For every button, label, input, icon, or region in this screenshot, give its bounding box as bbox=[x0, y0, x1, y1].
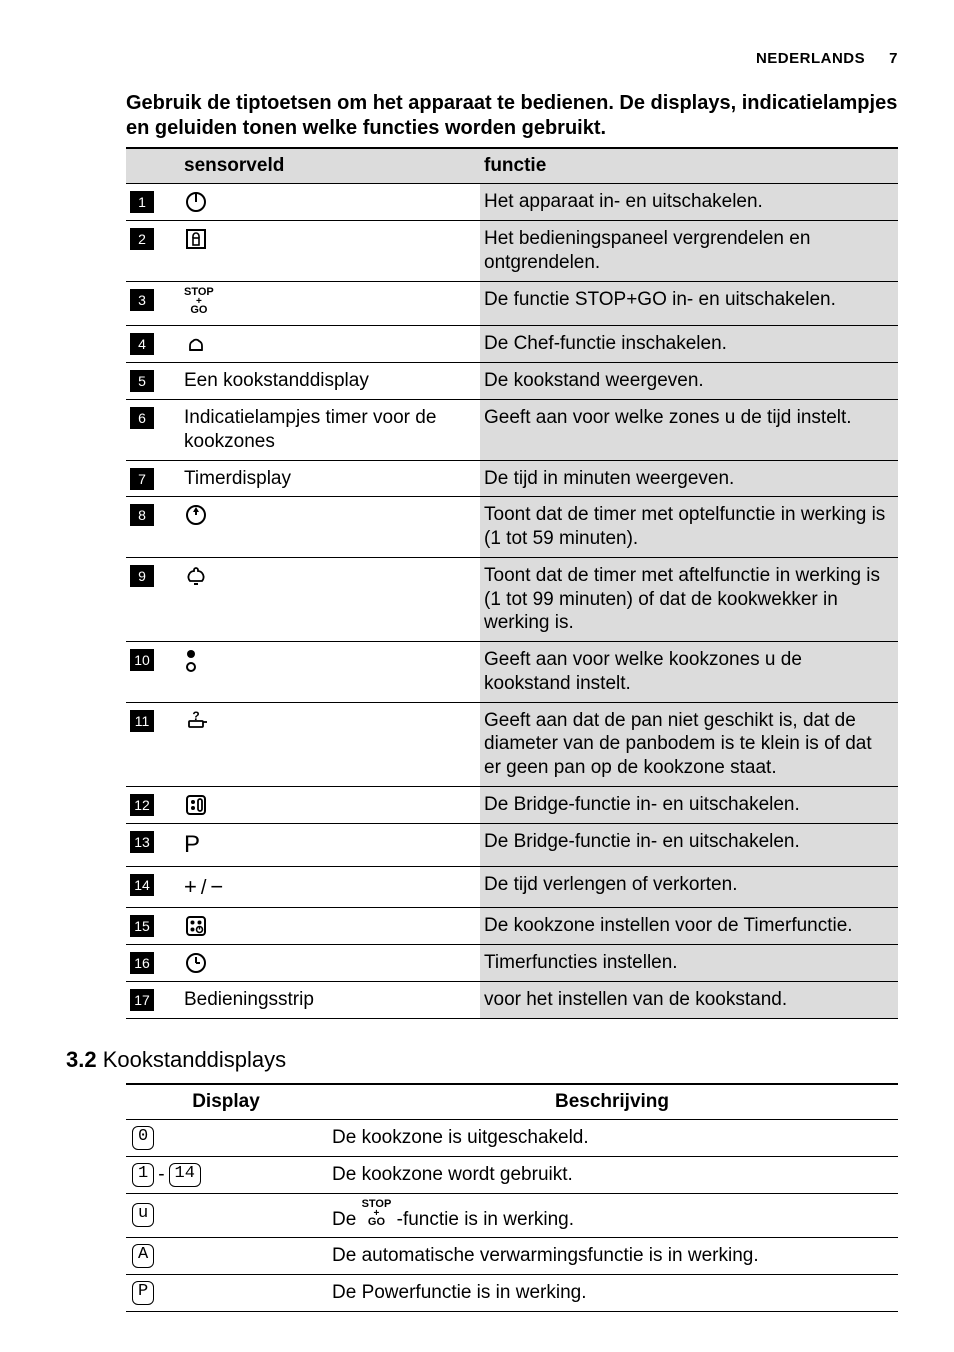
sensor-icon bbox=[184, 228, 208, 249]
header-language: NEDERLANDS bbox=[756, 50, 865, 67]
function-text: De functie STOP+GO in- en uitschakelen. bbox=[480, 281, 898, 326]
sensor-icon bbox=[184, 504, 208, 525]
row-number-badge: 6 bbox=[130, 407, 154, 429]
sensor-text: Indicatielampjes timer voor de kookzones bbox=[184, 407, 436, 452]
control-row: 14 +/− De tijd verlengen of verkorten. bbox=[126, 866, 898, 907]
display-row: 1-14De kookzone wordt gebruikt. bbox=[126, 1156, 898, 1193]
display-row: uDe STOP+GO -functie is in werking. bbox=[126, 1193, 898, 1237]
page-header: NEDERLANDS 7 bbox=[56, 50, 898, 67]
function-text: De kookstand weergeven. bbox=[480, 363, 898, 400]
control-row: 15 De kookzone instellen voor de Timerfun… bbox=[126, 907, 898, 944]
row-number-badge: 4 bbox=[130, 333, 154, 355]
intro-text: Gebruik de tiptoetsen om het apparaat te… bbox=[56, 91, 898, 141]
control-row: 13 P De Bridge-functie in- en uitschakelen… bbox=[126, 823, 898, 866]
display-description: De kookzone wordt gebruikt. bbox=[326, 1156, 898, 1193]
control-row: 12 De Bridge-functie in- en uitschakelen. bbox=[126, 786, 898, 823]
row-number-badge: 17 bbox=[130, 989, 154, 1011]
row-number-badge: 16 bbox=[130, 952, 154, 974]
sensor-icon: STOP+GO bbox=[184, 297, 214, 318]
display-description: De automatische verwarmingsfunctie is in… bbox=[326, 1237, 898, 1274]
function-text: Geeft aan voor welke kookzones u de kook… bbox=[480, 642, 898, 703]
sensor-icon bbox=[184, 191, 208, 212]
function-text: De Bridge-functie in- en uitschakelen. bbox=[480, 823, 898, 866]
row-number-badge: 7 bbox=[130, 468, 154, 490]
function-text: Geeft aan voor welke zones u de tijd ins… bbox=[480, 400, 898, 461]
control-row: 4 De Chef-functie inschakelen. bbox=[126, 326, 898, 363]
controls-table: sensorveld functie 1 Het apparaat in- en … bbox=[126, 149, 898, 1019]
row-number-badge: 9 bbox=[130, 565, 154, 587]
function-text: Het bedieningspaneel vergrendelen en ont… bbox=[480, 221, 898, 282]
sensor-icon: +/− bbox=[184, 878, 223, 899]
sensor-icon bbox=[184, 650, 198, 671]
control-row: 9 Toont dat de timer met aftelfunctie in … bbox=[126, 557, 898, 641]
section-title: Kookstanddisplays bbox=[103, 1047, 286, 1072]
row-number-badge: 2 bbox=[130, 228, 154, 250]
function-text: Geeft aan dat de pan niet geschikt is, d… bbox=[480, 702, 898, 786]
row-number-badge: 15 bbox=[130, 915, 154, 937]
display-glyph: P bbox=[126, 1274, 326, 1311]
row-number-badge: 14 bbox=[130, 874, 154, 896]
control-row: 1 Het apparaat in- en uitschakelen. bbox=[126, 184, 898, 221]
section-heading: 3.2 Kookstanddisplays bbox=[56, 1047, 898, 1073]
control-row: 11 Geeft aan dat de pan niet geschikt is,… bbox=[126, 702, 898, 786]
function-text: Toont dat de timer met aftelfunctie in w… bbox=[480, 557, 898, 641]
sensor-text: Een kookstanddisplay bbox=[184, 370, 369, 391]
header-page-number: 7 bbox=[889, 50, 898, 67]
display-row: 0De kookzone is uitgeschakeld. bbox=[126, 1119, 898, 1156]
function-text: De tijd verlengen of verkorten. bbox=[480, 866, 898, 907]
displays-header-row: Display Beschrijving bbox=[126, 1084, 898, 1120]
display-description: De kookzone is uitgeschakeld. bbox=[326, 1119, 898, 1156]
display-description: De STOP+GO -functie is in werking. bbox=[326, 1193, 898, 1237]
row-number-badge: 13 bbox=[130, 831, 154, 853]
control-row: 16 Timerfuncties instellen. bbox=[126, 944, 898, 981]
control-row: 10 Geeft aan voor welke kookzones u de ko… bbox=[126, 642, 898, 703]
control-row: 6 Indicatielampjes timer voor de kookzone… bbox=[126, 400, 898, 461]
function-text: Toont dat de timer met optelfunctie in w… bbox=[480, 497, 898, 558]
display-glyph: A bbox=[126, 1237, 326, 1274]
control-row: 3 STOP+GO De functie STOP+GO in- en uitsch… bbox=[126, 281, 898, 326]
sensor-icon: P bbox=[184, 836, 200, 857]
control-row: 5 Een kookstanddisplay De kookstand weerge… bbox=[126, 363, 898, 400]
section-number: 3.2 bbox=[66, 1047, 97, 1072]
function-text: De Bridge-functie in- en uitschakelen. bbox=[480, 786, 898, 823]
function-text: De Chef-functie inschakelen. bbox=[480, 326, 898, 363]
row-number-badge: 11 bbox=[130, 710, 154, 732]
sensor-text: Timerdisplay bbox=[184, 468, 291, 489]
display-row: PDe Powerfunctie is in werking. bbox=[126, 1274, 898, 1311]
sensor-icon bbox=[184, 952, 208, 973]
display-row: ADe automatische verwarmingsfunctie is i… bbox=[126, 1237, 898, 1274]
sensor-icon bbox=[184, 915, 208, 936]
display-glyph: 1-14 bbox=[126, 1156, 326, 1193]
displays-header-display: Display bbox=[126, 1084, 326, 1120]
sensor-icon bbox=[184, 710, 210, 731]
row-number-badge: 5 bbox=[130, 370, 154, 392]
inline-stopgo-icon: STOP+GO bbox=[362, 1209, 392, 1230]
control-row: 17 Bedieningsstrip voor het instellen van … bbox=[126, 981, 898, 1018]
control-row: 8 Toont dat de timer met optelfunctie in … bbox=[126, 497, 898, 558]
sensor-icon bbox=[184, 565, 208, 586]
controls-header-function: functie bbox=[480, 149, 898, 184]
display-glyph: u bbox=[126, 1193, 326, 1237]
row-number-badge: 10 bbox=[130, 649, 154, 671]
sensor-icon bbox=[184, 794, 208, 815]
sensor-text: Bedieningsstrip bbox=[184, 989, 314, 1010]
controls-header-row: sensorveld functie bbox=[126, 149, 898, 184]
function-text: Het apparaat in- en uitschakelen. bbox=[480, 184, 898, 221]
control-row: 7 Timerdisplay De tijd in minuten weergeve… bbox=[126, 460, 898, 497]
displays-table: Display Beschrijving 0De kookzone is uit… bbox=[126, 1083, 898, 1312]
row-number-badge: 1 bbox=[130, 191, 154, 213]
display-description: De Powerfunctie is in werking. bbox=[326, 1274, 898, 1311]
row-number-badge: 8 bbox=[130, 504, 154, 526]
controls-header-sensor: sensorveld bbox=[180, 149, 480, 184]
display-glyph: 0 bbox=[126, 1119, 326, 1156]
sensor-icon bbox=[184, 333, 208, 354]
displays-header-description: Beschrijving bbox=[326, 1084, 898, 1120]
function-text: voor het instellen van de kookstand. bbox=[480, 981, 898, 1018]
row-number-badge: 3 bbox=[130, 289, 154, 311]
control-row: 2 Het bedieningspaneel vergrendelen en on… bbox=[126, 221, 898, 282]
row-number-badge: 12 bbox=[130, 794, 154, 816]
function-text: De tijd in minuten weergeven. bbox=[480, 460, 898, 497]
function-text: Timerfuncties instellen. bbox=[480, 944, 898, 981]
function-text: De kookzone instellen voor de Timerfunct… bbox=[480, 907, 898, 944]
